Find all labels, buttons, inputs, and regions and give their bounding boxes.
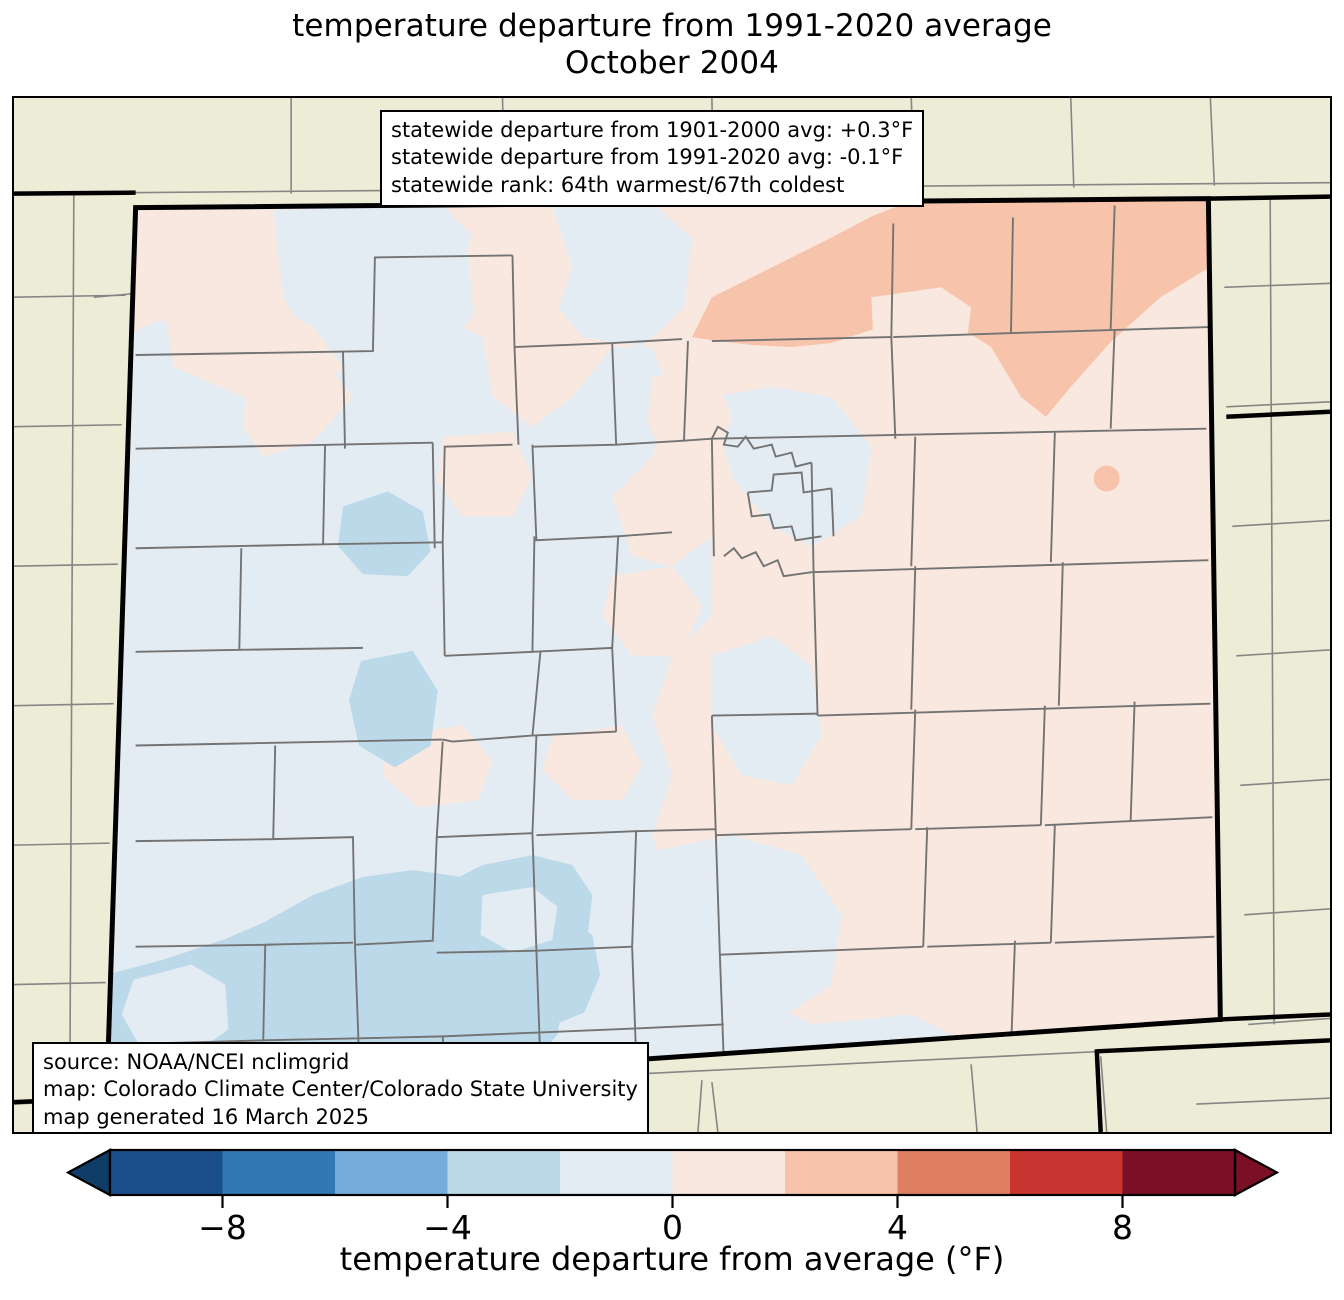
band-minus4-to-minus2-elkmtns <box>348 650 438 768</box>
svg-text:4: 4 <box>887 1208 908 1247</box>
band-minus2-to-0-northcentral <box>542 203 692 348</box>
pink-patch-north <box>467 207 573 348</box>
source-data: source: NOAA/NCEI nclimgrid <box>43 1050 350 1074</box>
colorbar-ticks <box>221 1195 1124 1208</box>
band-minus2-to-0-southcentral <box>622 835 842 1025</box>
source-map-author: map: Colorado Climate Center/Colorado St… <box>43 1077 638 1102</box>
pink-patch-centralmid <box>602 566 702 656</box>
svg-text:−4: −4 <box>423 1208 472 1247</box>
colorbar-axis-label: temperature departure from average (°F) <box>339 1240 1005 1278</box>
neighbor-state-boundaries <box>14 190 1330 1132</box>
band-2-to-4-isolated-dot <box>1093 465 1120 492</box>
stat-departure-1991-2020: statewide departure from 1991-2020 avg: … <box>391 145 904 170</box>
stat-statewide-rank: statewide rank: 64th warmest/67th coldes… <box>391 172 845 197</box>
band-minus4-to-minus2-grandmesa <box>338 491 431 577</box>
colorado-temperature-departure-map[interactable] <box>14 98 1330 1132</box>
band-minus2-to-0-midfront <box>711 635 822 786</box>
colorbar-area[interactable]: −8 −4 0 4 8 temperature departure from avera… <box>0 1140 1344 1300</box>
pink-patch-central <box>542 725 643 801</box>
colorbar-tick-labels: −8 −4 0 4 8 <box>198 1208 1133 1247</box>
statistics-annotation-box: statewide departure from 1901-2000 avg: … <box>380 110 925 207</box>
svg-text:−8: −8 <box>198 1208 247 1247</box>
pink-patch-northwest <box>163 302 343 397</box>
pink-patch-northcentral <box>437 431 533 517</box>
temperature-departure-field <box>106 198 1221 1097</box>
pink-cut-northeast <box>871 287 972 359</box>
source-annotation-box: source: NOAA/NCEI nclimgrid map: Colorad… <box>32 1042 649 1132</box>
map-figure[interactable]: statewide departure from 1901-2000 avg: … <box>12 96 1332 1134</box>
svg-text:0: 0 <box>662 1208 683 1247</box>
pale-hole-sanjuan <box>480 886 558 953</box>
page-title: temperature departure from 1991-2020 ave… <box>0 8 1344 81</box>
stat-departure-1901-2000: statewide departure from 1901-2000 avg: … <box>391 118 914 142</box>
title-line-1: temperature departure from 1991-2020 ave… <box>292 8 1052 44</box>
pale-hole-southwest <box>121 964 229 1055</box>
county-boundaries <box>121 205 1217 1095</box>
band-minus2-to-0-north <box>273 205 483 367</box>
svg-text:8: 8 <box>1112 1208 1133 1247</box>
source-generated-date: map generated 16 March 2025 <box>43 1104 370 1129</box>
colorbar[interactable]: −8 −4 0 4 8 <box>0 1140 1344 1260</box>
colorbar-bands <box>65 1148 1280 1197</box>
title-line-2: October 2004 <box>564 44 779 81</box>
